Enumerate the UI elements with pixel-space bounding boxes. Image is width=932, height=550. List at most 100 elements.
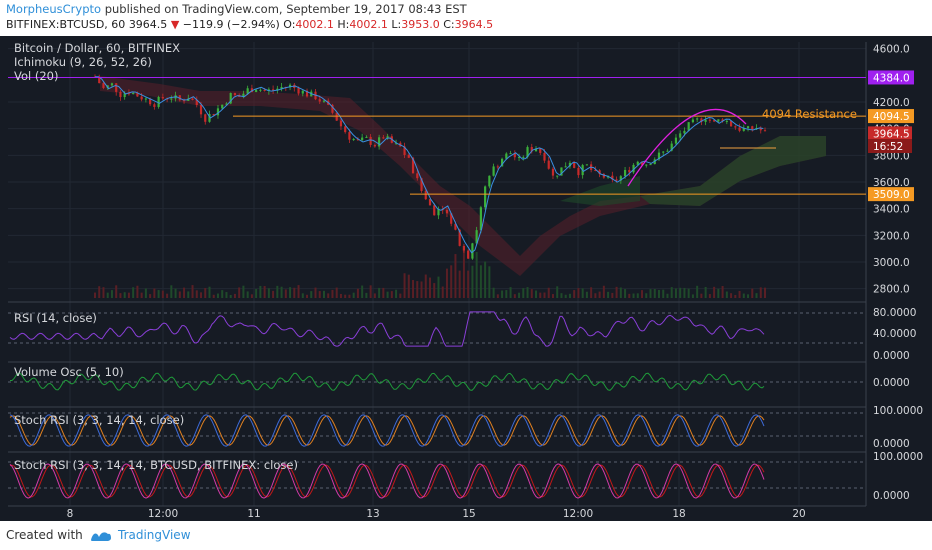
price-tick-label: 3800.0 (873, 150, 910, 162)
volume-bar (551, 294, 554, 298)
volume-bar (229, 294, 232, 298)
volume-bar (700, 293, 703, 298)
candle-body (382, 137, 385, 139)
author-link[interactable]: MorpheusCrypto (6, 2, 102, 16)
volume-bar (619, 287, 622, 298)
candle-body (568, 162, 572, 167)
candle-body (157, 97, 160, 107)
stoch-rsi-pane: Stoch RSI (3, 3, 14, 14, close) 100.0000… (8, 405, 923, 450)
candle-body (225, 103, 228, 105)
candle-body (717, 119, 720, 122)
stoch-rsi-btc-pane: Stoch RSI (3, 3, 14, 14, BTCUSD, BITFINE… (8, 451, 923, 502)
volume-bar (318, 291, 321, 298)
created-with-label: Created with (6, 528, 83, 542)
candle-body (623, 169, 627, 177)
high-value: 4002.1 (349, 18, 388, 31)
time-tick-label: 12:00 (563, 508, 593, 520)
candle-body (500, 158, 504, 167)
volume-bar (212, 294, 215, 298)
ichimoku-legend: Ichimoku (9, 26, 52, 26) (14, 55, 152, 69)
candle-body (513, 153, 516, 158)
candle-body (649, 164, 652, 166)
volume-bar (157, 290, 160, 298)
volume-bar (467, 270, 470, 298)
candle-body (691, 119, 695, 123)
volume-bar (242, 285, 245, 298)
candle-body (199, 105, 203, 115)
candle-body (255, 89, 258, 93)
candle-body (556, 175, 559, 177)
candle-body (700, 118, 703, 122)
candle-body (615, 179, 618, 181)
volume-bar (382, 287, 385, 298)
candle-body (373, 144, 376, 147)
price-tick-label: 4200.0 (873, 97, 910, 109)
candle-body (454, 223, 457, 230)
volume-bar (679, 287, 682, 298)
candle-body (216, 108, 220, 116)
volume-bar (670, 287, 673, 298)
candle-body (759, 127, 762, 131)
chart-area[interactable]: 4384.0 4094.5 3509.0 Bitcoin / Dollar, 60,… (0, 36, 932, 521)
volume-bar (412, 280, 415, 298)
candle-body (187, 98, 190, 101)
candle-body (182, 100, 186, 102)
candle-body (594, 169, 597, 171)
volume-bar (178, 291, 181, 298)
tradingview-logo-icon[interactable] (90, 529, 112, 542)
tradingview-brand-link[interactable]: TradingView (118, 528, 191, 542)
candle-body (742, 128, 745, 131)
candle-body (475, 230, 478, 244)
candle-body (602, 173, 605, 178)
volume-bar (106, 292, 109, 298)
candle-body (708, 119, 711, 121)
volume-bar (399, 293, 402, 298)
candle-body (123, 93, 126, 98)
volume-bar (348, 294, 351, 298)
volume-bar (611, 292, 614, 298)
volume-bar (293, 287, 296, 298)
candle-body (433, 205, 436, 216)
volume-bar (450, 265, 453, 298)
volume-bar (310, 291, 313, 298)
rsi-pane: RSI (14, close) 80.0000 40.0000 0.0000 (8, 307, 916, 362)
volume-bar (509, 287, 512, 298)
candle-body (636, 161, 639, 165)
volume-bar (200, 292, 203, 298)
candle-body (428, 199, 432, 206)
volume-bar (221, 290, 224, 298)
volume-bar (535, 290, 538, 298)
candle-body (318, 99, 321, 102)
candle-body (763, 130, 767, 132)
candle-body (386, 136, 389, 139)
volume-bar (674, 288, 677, 298)
volume-bar (441, 286, 444, 298)
price-tick-label: 2800.0 (873, 284, 910, 296)
volume-bar (764, 287, 766, 298)
volume-bar (246, 291, 249, 298)
candle-body (242, 93, 245, 97)
candle-body (259, 89, 262, 91)
volume-bar (361, 285, 364, 298)
volume-bar (424, 274, 427, 298)
volume-bar (284, 289, 287, 298)
chart-svg[interactable]: 4384.0 4094.5 3509.0 Bitcoin / Dollar, 60,… (0, 36, 932, 521)
volume-bar (568, 293, 571, 298)
volume-bar (484, 261, 487, 298)
stoch-rsi-btc-legend: Stoch RSI (3, 3, 14, 14, BTCUSD, BITFINE… (14, 458, 298, 472)
volume-bar (216, 293, 219, 298)
candle-body (496, 166, 499, 168)
volume-bar (272, 290, 275, 298)
volume-bar (628, 293, 631, 298)
candle-body (670, 143, 673, 151)
price-tag-label: 3964.5 (873, 128, 910, 140)
volume-bar (721, 285, 724, 298)
candles (93, 74, 767, 260)
candle-body (534, 148, 538, 152)
volume-bar (373, 293, 376, 298)
candle-body (573, 162, 576, 168)
candle-body (110, 83, 114, 86)
volume-bar (233, 293, 236, 298)
volume-bar (530, 289, 533, 298)
low-label: L: (391, 18, 402, 31)
